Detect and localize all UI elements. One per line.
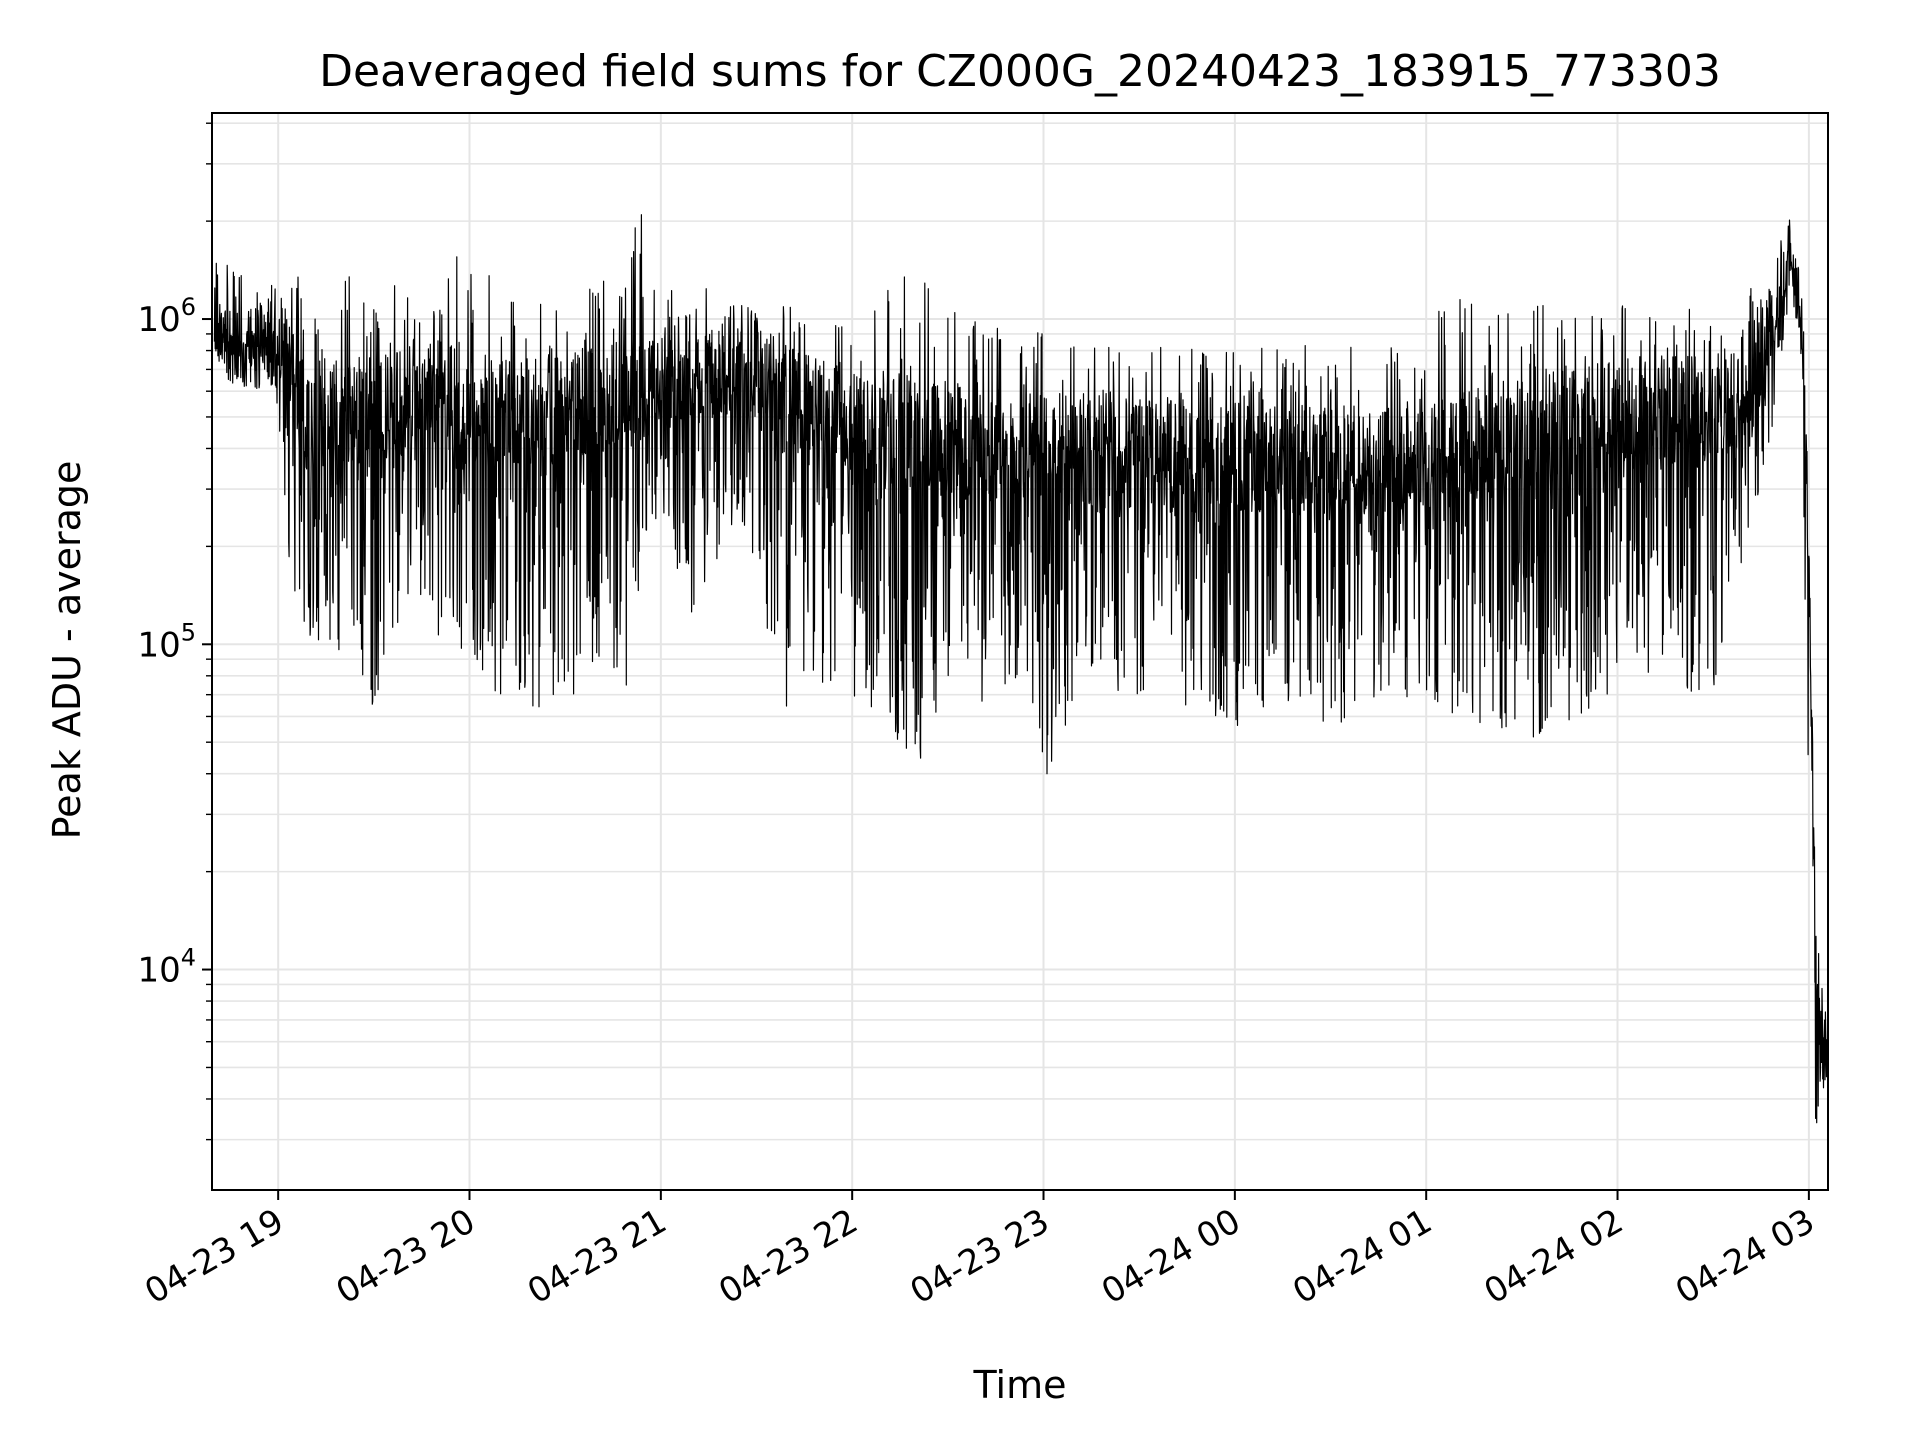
series-line	[213, 214, 1829, 1124]
x-axis-label: Time	[973, 1363, 1067, 1407]
y-tick-label: 106	[137, 293, 196, 340]
y-tick-label: 105	[137, 618, 196, 665]
y-axis-label: Peak ADU - average	[45, 461, 89, 840]
grid-lines	[212, 113, 1828, 1190]
data-layer	[213, 214, 1829, 1124]
chart-title: Deaveraged field sums for CZ000G_2024042…	[319, 46, 1721, 97]
plot-frame	[211, 112, 1829, 1191]
y-tick-label: 104	[137, 944, 196, 991]
